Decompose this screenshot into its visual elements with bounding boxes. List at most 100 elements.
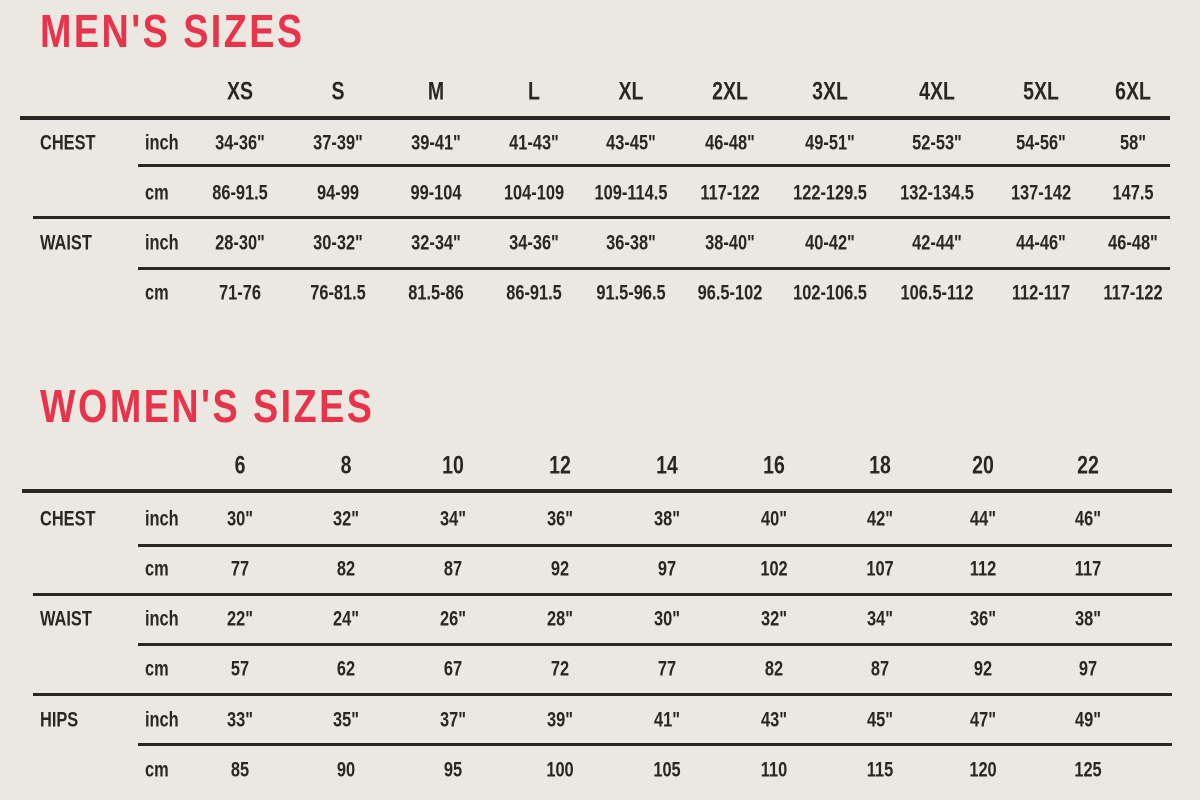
size-value: 28" (547, 607, 573, 631)
size-value: 37" (440, 708, 466, 732)
size-value: 102-106.5 (793, 281, 867, 305)
size-value: 120 (969, 758, 997, 782)
measurement-label: CHEST (40, 507, 96, 531)
size-value: 47" (970, 708, 996, 732)
size-value: 110 (760, 758, 788, 782)
size-value: 132-134.5 (900, 181, 974, 205)
size-value: 49-51" (805, 131, 855, 155)
size-header: 20 (972, 451, 994, 480)
size-value: 42-44" (912, 231, 962, 255)
section-divider (33, 593, 1172, 596)
size-value: 41" (654, 708, 680, 732)
size-value: 52-53" (912, 131, 962, 155)
size-value: 106.5-112 (900, 281, 974, 305)
mens-sizes-title: MEN'S SIZES (40, 5, 305, 57)
size-value: 46-48" (705, 131, 755, 155)
size-value: 117-122 (700, 181, 760, 205)
size-header: L (528, 77, 540, 106)
size-header: 18 (869, 451, 891, 480)
size-value: 32" (333, 507, 359, 531)
size-value: 92 (973, 657, 993, 681)
size-value: 96.5-102 (697, 281, 763, 305)
row-divider (138, 267, 1170, 270)
size-value: 38-40" (705, 231, 755, 255)
size-value: 86-91.5 (506, 281, 562, 305)
size-header: M (427, 77, 445, 106)
size-value: 115 (866, 758, 894, 782)
size-value: 122-129.5 (793, 181, 867, 205)
size-value: 91.5-96.5 (596, 281, 666, 305)
section-divider (33, 216, 1170, 219)
size-value: 87 (870, 657, 890, 681)
size-header: 16 (763, 451, 785, 480)
unit-label: inch (145, 507, 179, 531)
size-value: 36-38" (606, 231, 656, 255)
size-value: 33" (227, 708, 253, 732)
size-value: 86-91.5 (212, 181, 268, 205)
size-header: 6 (234, 451, 246, 480)
size-value: 87 (443, 557, 463, 581)
size-value: 46-48" (1108, 231, 1158, 255)
size-header: 4XL (919, 77, 955, 106)
unit-label: cm (145, 758, 169, 782)
size-value: 85 (230, 758, 250, 782)
size-value: 34" (440, 507, 466, 531)
size-value: 92 (550, 557, 570, 581)
measurement-label: WAIST (40, 231, 92, 255)
size-value: 34" (867, 607, 893, 631)
size-value: 125 (1074, 758, 1102, 782)
size-header: 8 (340, 451, 352, 480)
size-value: 36" (547, 507, 573, 531)
size-value: 82 (764, 657, 784, 681)
unit-label: inch (145, 708, 179, 732)
size-header: 2XL (712, 77, 748, 106)
size-value: 97 (657, 557, 677, 581)
size-value: 100 (546, 758, 574, 782)
measurement-label: HIPS (40, 708, 79, 732)
size-value: 46" (1075, 507, 1101, 531)
measurement-label: CHEST (40, 131, 96, 155)
womens-sizes-title: WOMEN'S SIZES (40, 380, 375, 432)
size-value: 82 (336, 557, 356, 581)
unit-label: cm (145, 281, 169, 305)
size-value: 117-122 (1103, 281, 1163, 305)
size-value: 38" (1075, 607, 1101, 631)
size-value: 36" (970, 607, 996, 631)
size-header: S (331, 77, 345, 106)
size-value: 44" (970, 507, 996, 531)
size-value: 34-36" (215, 131, 265, 155)
size-value: 77 (657, 657, 677, 681)
size-value: 26" (440, 607, 466, 631)
size-header: XS (226, 77, 254, 106)
size-value: 54-56" (1016, 131, 1066, 155)
size-value: 77 (230, 557, 250, 581)
size-value: 24" (333, 607, 359, 631)
size-header: 6XL (1115, 77, 1151, 106)
row-divider (138, 164, 1170, 167)
size-value: 95 (443, 758, 463, 782)
header-divider (22, 489, 1172, 493)
size-value: 58" (1120, 131, 1146, 155)
section-divider (33, 693, 1172, 696)
size-value: 34-36" (509, 231, 559, 255)
size-header: 5XL (1023, 77, 1059, 106)
row-divider (138, 544, 1172, 547)
size-value: 72 (550, 657, 570, 681)
size-header: 14 (656, 451, 678, 480)
size-value: 67 (443, 657, 463, 681)
size-value: 71-76 (219, 281, 261, 305)
size-value: 35" (333, 708, 359, 732)
size-value: 99-104 (410, 181, 462, 205)
size-value: 109-114.5 (594, 181, 668, 205)
size-header: 22 (1077, 451, 1099, 480)
size-value: 40" (761, 507, 787, 531)
row-divider (138, 743, 1172, 746)
size-value: 90 (336, 758, 356, 782)
size-value: 49" (1075, 708, 1101, 732)
unit-label: inch (145, 231, 179, 255)
size-header: XL (618, 77, 644, 106)
row-divider (138, 643, 1172, 646)
unit-label: cm (145, 557, 169, 581)
size-value: 112 (969, 557, 997, 581)
size-value: 39-41" (411, 131, 461, 155)
